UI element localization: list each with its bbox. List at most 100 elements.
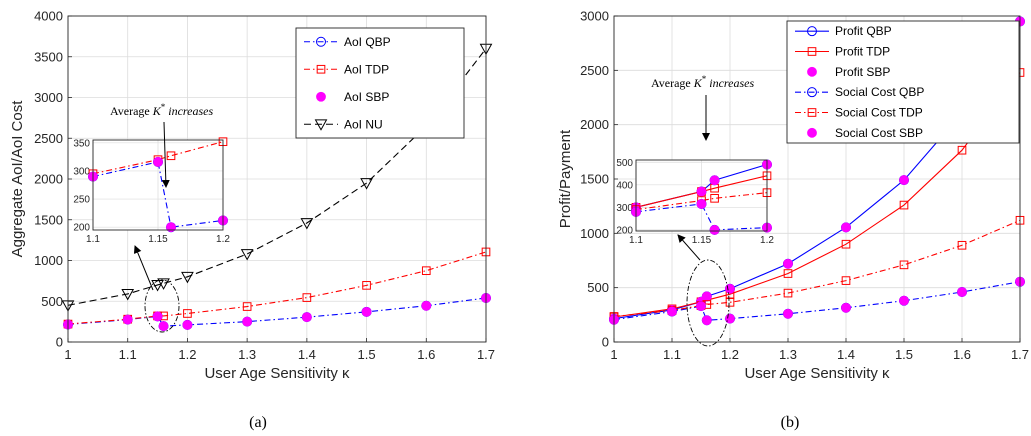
ytick-label-b: 1500: [580, 172, 609, 187]
caption-b: (b): [781, 414, 800, 431]
data-point-b-5-star: [957, 287, 967, 297]
inset-b: 1.1 1.15 1.2 200 300 400 500: [616, 158, 774, 246]
annotation-suffix-b: increases: [706, 76, 754, 90]
data-point-a-2-star: [123, 315, 133, 325]
annotation-prefix-b: Average: [651, 76, 694, 90]
inset-box-a: [92, 139, 224, 231]
inset-ytick-label-b: 200: [616, 225, 633, 236]
data-point-a-1: [302, 293, 312, 302]
data-point-a-2-star: [159, 321, 169, 331]
data-point-b-5-star: [725, 314, 735, 324]
inset-ytick-label-a: 350: [73, 138, 90, 149]
legend-marker-b-3: [807, 87, 817, 98]
chart-a: 1 1.1 1.2 1.3 1.4 1.5 1.6 1.7 0 500 1000 1500 2000 25…: [9, 9, 495, 383]
ytick-label-a: 2500: [34, 131, 63, 146]
xtick-label-b: 1.2: [721, 347, 739, 362]
data-point-a-3: [240, 249, 254, 261]
legend-b: Profit QBP Profit TDP Profit SBP Social Cos…: [786, 20, 1020, 144]
inset-data-point-a-2-star: [166, 222, 176, 232]
data-point-b-1: [783, 269, 793, 278]
xtick-label-a: 1.6: [417, 347, 435, 362]
data-point-b-1: [899, 200, 909, 210]
data-point-b-5: [783, 308, 793, 319]
legend-label-a-0: AoI QBP: [344, 35, 391, 49]
legend-label-a-2: AoI SBP: [344, 90, 389, 104]
legend-marker-b-0: [807, 26, 817, 37]
inset-ytick-label-b: 400: [616, 180, 633, 191]
data-point-b-5-star: [783, 309, 793, 319]
data-point-b-5: [899, 295, 909, 306]
ytick-label-a: 3500: [34, 49, 63, 64]
xtick-label-b: 1: [610, 347, 617, 362]
inset-xtick-label-b: 1.1: [629, 235, 643, 246]
xtick-label-a: 1.5: [358, 347, 376, 362]
ytick-label-a: 2000: [34, 172, 63, 187]
legend-marker-a-0: [316, 36, 326, 47]
inset-data-point-b-5: [709, 224, 720, 235]
inset-xtick-label-a: 1.2: [216, 234, 230, 245]
inset-ytick-label-b: 500: [616, 158, 633, 169]
inset-xtick-label-b: 1.2: [760, 235, 774, 246]
legend-label-b-3: Social Cost QBP: [835, 85, 924, 99]
annotation-b: Average K* increases: [651, 74, 754, 90]
inset-ytick-label-a: 250: [73, 195, 90, 206]
xtick-label-b: 1.3: [779, 347, 797, 362]
legend-label-a-3: AoI NU: [344, 117, 383, 131]
inset-ytick-label-b: 300: [616, 203, 633, 214]
data-point-b-4: [899, 260, 909, 270]
inset-series-line-a-1: [92, 161, 224, 228]
ytick-label-a: 500: [41, 294, 63, 309]
ytick-label-a: 3000: [34, 90, 63, 105]
legend-marker-b-2-star: [807, 67, 817, 77]
data-point-b-5: [696, 301, 706, 312]
data-point-a-2: [361, 306, 372, 317]
data-point-b-5: [841, 302, 851, 313]
data-point-a-3: [121, 289, 135, 301]
data-point-a-2: [122, 314, 133, 325]
data-point-a-3: [300, 218, 314, 230]
data-point-b-5-star: [667, 307, 677, 317]
x-axis-label-a: User Age Sensitivity κ: [204, 365, 350, 382]
annotation-suffix-a: increases: [165, 104, 213, 118]
inset-data-point-b-2: [709, 175, 720, 186]
data-point-b-4: [725, 298, 735, 307]
annotation-superscript-b: *: [702, 74, 707, 84]
inset-data-point-a-2: [166, 222, 176, 233]
annotation-symbol-a: K: [152, 104, 162, 118]
ytick-label-a: 1500: [34, 212, 63, 227]
data-point-a-2-star: [302, 312, 312, 322]
inset-data-point-b-2-star: [710, 175, 720, 185]
data-point-a-3: [360, 178, 373, 190]
series-line-b-1: [613, 72, 1021, 318]
data-point-a-2: [158, 321, 169, 332]
data-point-b-4: [783, 288, 793, 298]
inset-series-line-a-0: [92, 141, 224, 175]
legend-marker-a-3: [314, 119, 328, 131]
inset-data-point-a-2: [153, 157, 163, 167]
legend-marker-b-5: [807, 127, 817, 138]
xtick-label-b: 1.7: [1011, 347, 1029, 362]
data-point-b-2-star: [783, 259, 793, 269]
legend-label-b-5: Social Cost SBP: [835, 126, 923, 140]
data-point-b-2-star: [841, 222, 851, 232]
legend-label-b-0: Profit QBP: [835, 24, 892, 38]
zoom-ellipse-b: [686, 259, 730, 347]
data-point-b-5: [701, 315, 712, 326]
data-point-a-2-star: [421, 301, 431, 311]
inset-xtick-label-b: 1.15: [692, 235, 712, 246]
data-point-a-2-star: [362, 307, 372, 317]
ytick-label-a: 0: [56, 335, 63, 350]
ytick-label-b: 3000: [580, 9, 609, 24]
xtick-label-a: 1.1: [119, 347, 137, 362]
zoom-arrow-b: [677, 234, 701, 261]
ytick-label-b: 2000: [580, 117, 609, 132]
series-line-a-3: [67, 48, 487, 306]
xtick-label-a: 1.4: [298, 347, 316, 362]
annotation-superscript-a: *: [161, 102, 166, 112]
data-point-b-2: [701, 291, 712, 302]
inset-a: 1.1 1.15 1.2 200 250 300 350: [73, 137, 230, 245]
inset-data-point-b-2-star: [697, 187, 706, 197]
data-point-a-2: [182, 319, 193, 330]
data-point-a-2: [421, 300, 432, 311]
data-point-a-3: [157, 278, 170, 290]
